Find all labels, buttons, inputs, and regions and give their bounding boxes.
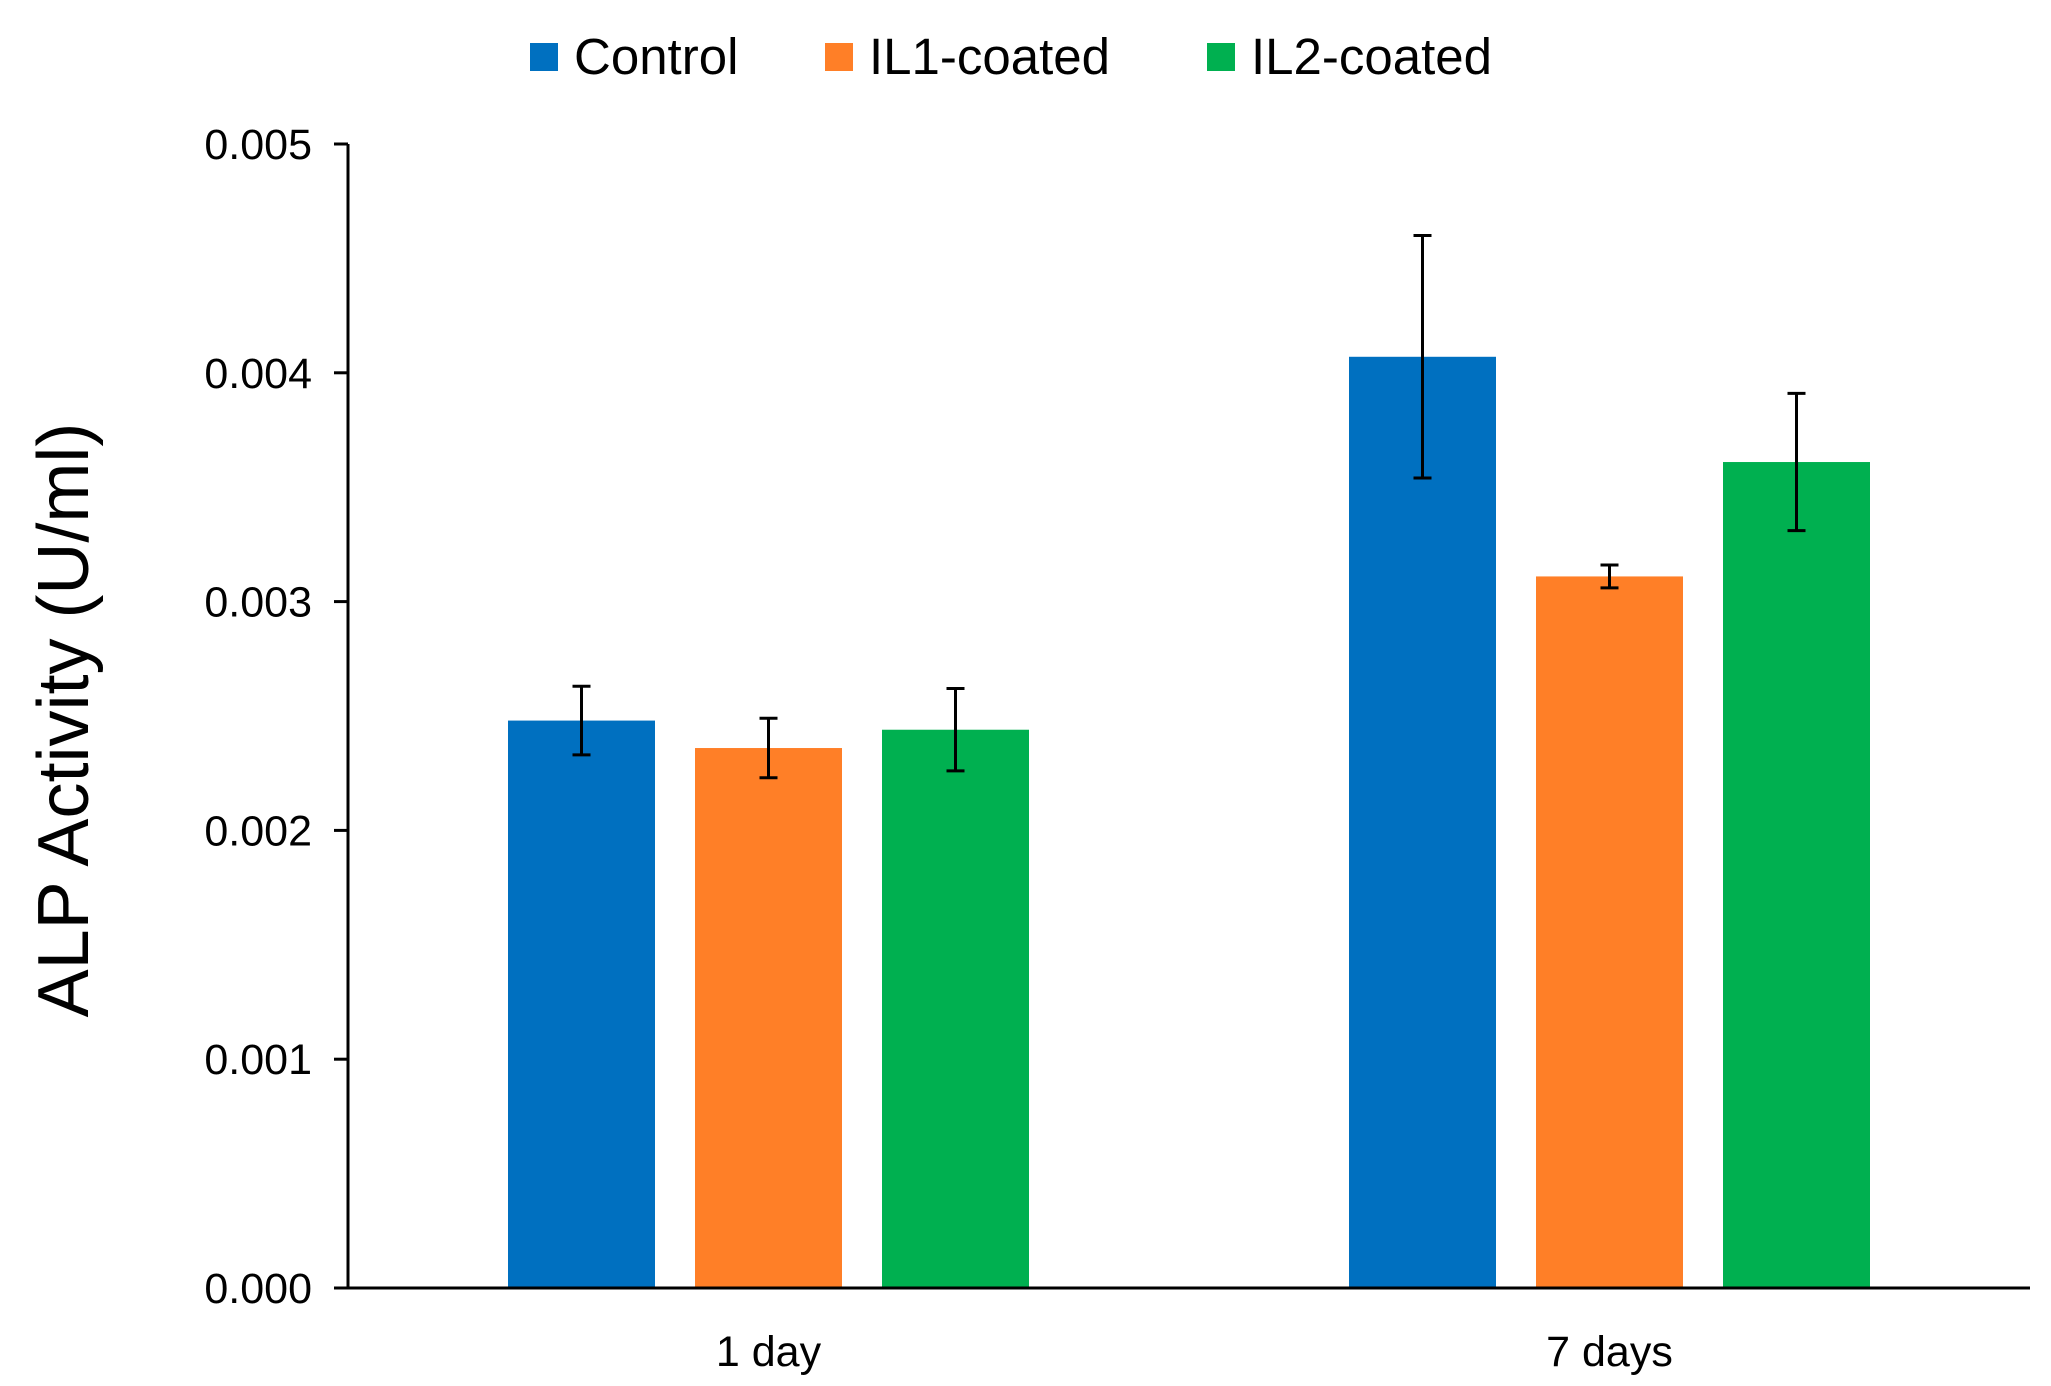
legend-swatch <box>530 43 558 71</box>
bars <box>508 356 1870 1289</box>
error-bar <box>1787 391 1806 533</box>
legend-label: IL2-coated <box>1251 28 1492 85</box>
x-tick-label: 1 day <box>716 1328 822 1376</box>
y-tick-label: 0.003 <box>204 579 312 627</box>
y-axis: 0.000 0.001 0.002 0.003 0.004 0.005 <box>204 121 350 1313</box>
legend-item-il1-coated: IL1-coated <box>825 28 1110 85</box>
bar-control-7-days <box>1349 356 1496 1288</box>
y-tick-label: 0.004 <box>204 350 312 398</box>
legend-item-il2-coated: IL2-coated <box>1207 28 1492 85</box>
bar-il2-coated-1-day <box>882 729 1029 1288</box>
error-bar <box>572 684 591 757</box>
x-axis: 1 day 7 days <box>334 1286 2030 1376</box>
error-bar <box>759 716 778 780</box>
x-tick-label: 7 days <box>1546 1328 1673 1376</box>
y-tick-label: 0.002 <box>204 807 312 855</box>
bar-il1-coated-1-day <box>695 748 842 1288</box>
y-tick-label: 0.000 <box>204 1265 312 1313</box>
legend-swatch <box>825 43 853 71</box>
error-bar <box>1600 563 1619 590</box>
y-tick-label: 0.005 <box>204 121 312 169</box>
bar-il1-coated-7-days <box>1536 576 1683 1288</box>
error-bars <box>572 234 1806 780</box>
legend-label: Control <box>574 28 738 85</box>
y-tick-label: 0.001 <box>204 1036 312 1084</box>
bar-control-1-day <box>508 720 655 1288</box>
bar-il2-coated-7-days <box>1723 462 1870 1289</box>
legend: Control IL1-coated IL2-coated <box>530 28 1492 85</box>
y-axis-label: ALP Activity (U/ml) <box>24 423 104 1018</box>
legend-label: IL1-coated <box>869 28 1110 85</box>
error-bar <box>946 687 965 773</box>
legend-item-control: Control <box>530 28 738 85</box>
error-bar <box>1413 234 1432 480</box>
legend-swatch <box>1207 43 1235 71</box>
